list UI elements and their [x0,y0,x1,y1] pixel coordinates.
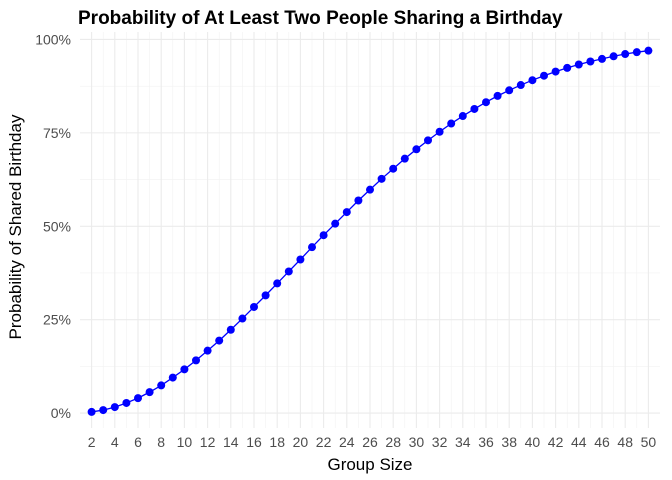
x-tick-label: 14 [223,434,239,450]
data-point [319,231,328,240]
data-point [180,365,189,374]
y-tick-label: 50% [43,218,71,234]
x-tick-label: 44 [571,434,587,450]
data-point [296,255,305,264]
data-point [215,336,224,345]
x-tick-label: 36 [478,434,494,450]
data-point [250,302,258,311]
data-point [366,185,374,194]
data-point [563,63,572,72]
x-tick-label: 2 [88,434,96,450]
data-point [284,267,293,276]
data-point [157,381,166,390]
data-point [203,346,212,355]
data-point [238,314,247,323]
data-point [99,406,108,415]
x-tick-label: 10 [177,434,193,450]
x-tick-label: 38 [501,434,517,450]
x-tick-label: 20 [293,434,309,450]
data-point [493,91,502,100]
data-point [273,279,282,288]
data-point [470,104,479,113]
data-point [574,60,583,69]
x-tick-label: 18 [269,434,285,450]
chart-title: Probability of At Least Two People Shari… [78,8,563,29]
data-point [400,154,409,163]
data-point [226,325,235,334]
data-point [621,50,630,59]
x-tick-label: 30 [409,434,425,450]
data-point [308,243,316,252]
data-point [528,76,537,85]
data-point [192,356,200,365]
y-tick-label: 100% [35,31,71,47]
x-tick-label: 34 [455,434,471,450]
y-tick-label: 0% [51,405,71,421]
x-tick-label: 42 [548,434,564,450]
tick-labels: 2 4 6 8 10 12 14 16 18 20 22 24 26 28 30 32 34 36 38 40 42 44… [35,31,656,450]
data-point [110,403,119,412]
data-point [145,388,154,397]
x-tick-label: 22 [316,434,332,450]
data-point [331,219,340,228]
data-point [609,52,618,61]
data-point [377,174,386,183]
x-tick-label: 48 [617,434,633,450]
data-point [435,127,444,136]
data-series [87,46,653,416]
x-tick-label: 46 [594,434,610,450]
x-tick-label: 32 [432,434,448,450]
data-point [122,398,131,407]
data-point [389,164,398,173]
x-tick-label: 8 [157,434,165,450]
x-axis-title: Group Size [327,455,412,474]
data-point [424,136,432,145]
data-point [134,394,142,403]
data-point [482,98,490,107]
data-point [168,373,177,382]
x-tick-label: 24 [339,434,355,450]
data-point [505,86,514,95]
x-tick-label: 6 [134,434,142,450]
grid [80,32,660,428]
data-point [447,119,456,128]
x-tick-label: 12 [200,434,216,450]
x-tick-label: 50 [641,434,657,450]
data-point [458,112,467,121]
y-axis-title: Probability of Shared Birthday [6,114,25,339]
data-point [598,54,606,63]
data-point [261,291,270,300]
data-point [87,407,96,416]
x-tick-label: 26 [362,434,378,450]
y-tick-label: 75% [43,125,71,141]
x-tick-label: 40 [525,434,541,450]
data-point [632,48,641,57]
data-point [586,57,595,66]
x-tick-label: 16 [246,434,262,450]
x-tick-label: 28 [385,434,401,450]
y-tick-label: 25% [43,312,71,328]
data-point [354,196,363,205]
data-point [551,67,560,76]
x-tick-label: 4 [111,434,119,450]
data-point [540,71,548,80]
data-point [412,145,421,154]
data-point [644,46,653,55]
data-point [516,81,525,90]
data-point [342,208,351,217]
